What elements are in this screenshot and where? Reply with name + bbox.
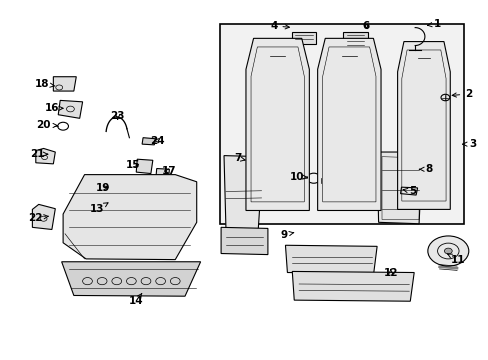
Text: 23: 23 — [110, 111, 125, 121]
Text: 14: 14 — [129, 293, 143, 306]
Text: 20: 20 — [36, 121, 57, 130]
Circle shape — [444, 248, 451, 254]
Polygon shape — [36, 148, 55, 164]
Polygon shape — [397, 41, 449, 210]
Text: 4: 4 — [269, 21, 289, 31]
Polygon shape — [245, 39, 309, 211]
Text: 16: 16 — [44, 103, 63, 113]
Polygon shape — [292, 271, 413, 301]
Polygon shape — [224, 156, 263, 231]
Text: 21: 21 — [30, 149, 47, 159]
Polygon shape — [142, 138, 156, 145]
Text: 13: 13 — [90, 203, 108, 215]
Polygon shape — [292, 32, 315, 44]
Polygon shape — [61, 262, 200, 296]
Text: 7: 7 — [234, 153, 244, 163]
Text: 3: 3 — [462, 139, 475, 149]
Polygon shape — [317, 39, 380, 211]
Circle shape — [427, 236, 468, 266]
Text: 17: 17 — [161, 166, 176, 176]
Bar — [220, 24, 463, 224]
Text: 5: 5 — [403, 186, 415, 197]
Text: 11: 11 — [447, 254, 465, 265]
Polygon shape — [221, 227, 267, 255]
Text: 22: 22 — [28, 213, 49, 222]
Polygon shape — [342, 32, 367, 47]
Text: 9: 9 — [280, 230, 293, 239]
Polygon shape — [156, 168, 169, 180]
Polygon shape — [136, 159, 153, 174]
Circle shape — [110, 186, 117, 192]
Text: 2: 2 — [451, 89, 471, 99]
Polygon shape — [376, 152, 422, 224]
Text: 24: 24 — [150, 136, 164, 145]
Text: 15: 15 — [126, 160, 140, 170]
Polygon shape — [53, 77, 76, 91]
Polygon shape — [32, 204, 55, 229]
Text: 6: 6 — [362, 21, 369, 31]
Text: 18: 18 — [35, 79, 55, 89]
Polygon shape — [58, 100, 82, 118]
Text: 8: 8 — [419, 164, 431, 174]
Text: 19: 19 — [96, 183, 110, 193]
Polygon shape — [63, 175, 196, 260]
Polygon shape — [285, 245, 376, 273]
Text: 10: 10 — [289, 172, 306, 182]
Text: 1: 1 — [427, 19, 440, 29]
Text: 12: 12 — [383, 267, 397, 278]
